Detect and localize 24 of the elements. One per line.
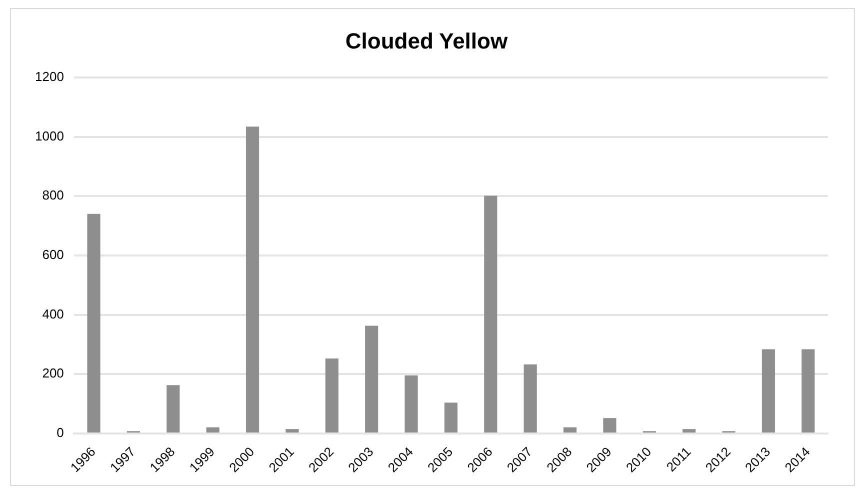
y-tick-label: 0 [56, 425, 64, 440]
y-tick-label: 800 [42, 188, 64, 203]
bar [365, 326, 378, 433]
bar [563, 427, 577, 433]
bar [762, 349, 776, 433]
bar [444, 402, 458, 433]
bar [206, 427, 220, 433]
y-tick-label: 400 [42, 306, 64, 322]
y-tick-label: 1000 [35, 128, 64, 144]
bar [802, 349, 815, 433]
bar [682, 429, 696, 433]
bar [524, 364, 537, 433]
chart-title: Clouded Yellow [345, 28, 508, 54]
bar [603, 418, 616, 433]
y-tick-label: 600 [42, 247, 64, 262]
bar [246, 126, 260, 433]
y-tick-label: 1200 [35, 68, 64, 84]
bar [325, 358, 338, 433]
y-tick-label: 200 [42, 366, 64, 381]
bar [87, 214, 100, 433]
bar [484, 196, 498, 433]
bar [286, 429, 299, 433]
bar [404, 375, 418, 433]
bar [166, 385, 180, 433]
